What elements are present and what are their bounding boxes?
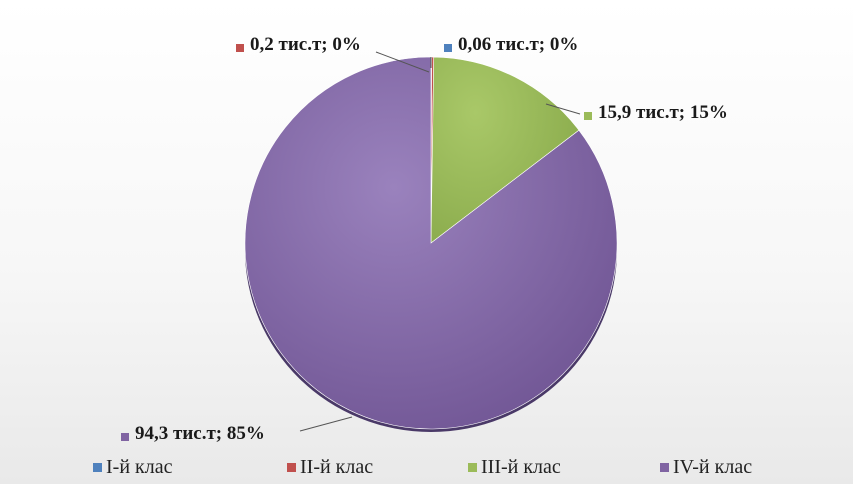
legend-swatch bbox=[287, 462, 296, 472]
leader-line-2 bbox=[375, 51, 430, 73]
pie-slices bbox=[244, 56, 618, 430]
legend-label: III-й клас bbox=[481, 455, 561, 478]
pie-slice-3 bbox=[430, 56, 580, 244]
legend-item-class-1: I-й клас bbox=[93, 452, 172, 482]
data-label-1: 0,06 тис.т; 0% bbox=[458, 34, 578, 55]
data-label-swatch-3 bbox=[584, 112, 592, 120]
data-label-swatch-4 bbox=[121, 433, 129, 441]
pie-slice-4 bbox=[244, 56, 618, 430]
data-label-swatch-2 bbox=[236, 44, 244, 52]
leader-lines bbox=[299, 51, 581, 432]
legend-item-class-2: II-й клас bbox=[287, 452, 373, 482]
data-label-2: 0,2 тис.т; 0% bbox=[250, 34, 361, 55]
data-label-3: 15,9 тис.т; 15% bbox=[598, 102, 728, 123]
pie-chart: 0,06 тис.т; 0% 0,2 тис.т; 0% 15,9 тис.т; 1… bbox=[121, 34, 728, 444]
data-label-4: 94,3 тис.т; 85% bbox=[135, 423, 265, 444]
legend-label: IV-й клас bbox=[673, 455, 753, 478]
legend: I-й клас II-й клас III-й клас IV-й клас bbox=[0, 452, 853, 482]
legend-swatch bbox=[660, 462, 669, 472]
legend-label: I-й клас bbox=[106, 455, 173, 478]
data-labels: 0,06 тис.т; 0% 0,2 тис.т; 0% 15,9 тис.т; 1… bbox=[121, 34, 728, 444]
legend-swatch bbox=[93, 462, 102, 472]
legend-item-class-3: III-й клас bbox=[468, 452, 561, 482]
leader-line-4 bbox=[299, 416, 353, 432]
legend-label: II-й клас bbox=[300, 455, 374, 478]
legend-swatch bbox=[468, 462, 477, 472]
data-label-swatch-1 bbox=[444, 44, 452, 52]
leader-line-3 bbox=[545, 103, 581, 115]
legend-item-class-4: IV-й клас bbox=[660, 452, 752, 482]
